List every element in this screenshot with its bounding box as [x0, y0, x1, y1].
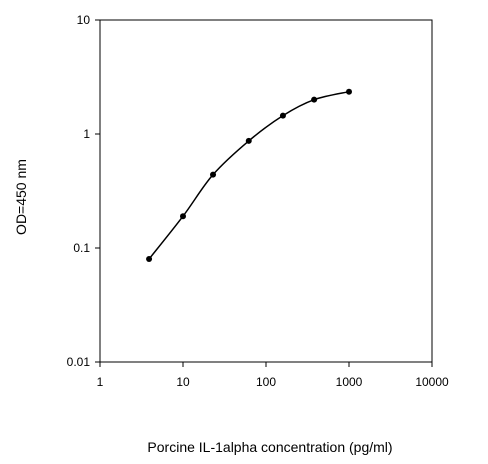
plot-area-border: [99, 19, 433, 363]
x-axis-ticks: 1 10 100 1000 10000: [97, 362, 449, 389]
x-tick-label: 1000: [336, 375, 363, 389]
x-axis-title: Porcine IL-1alpha concentration (pg/ml): [147, 439, 392, 455]
y-tick-label: 1: [83, 127, 90, 141]
x-tick-label: 10000: [415, 375, 449, 389]
y-tick-label: 0.01: [67, 355, 91, 369]
data-point: [146, 256, 153, 263]
y-axis-title: OD=450 nm: [13, 159, 29, 235]
data-point: [210, 171, 217, 178]
y-tick-label: 0.1: [73, 241, 90, 255]
x-tick-label: 100: [256, 375, 276, 389]
data-point: [180, 213, 186, 220]
x-tick-label: 10: [176, 375, 190, 389]
y-axis-ticks: 10 1 0.1 0.01: [67, 13, 100, 369]
data-point: [346, 88, 352, 95]
series-line: [148, 90, 350, 260]
data-point: [245, 137, 252, 144]
plot-frame: [99, 19, 433, 363]
data-point: [279, 112, 286, 119]
x-tick-label: 1: [97, 375, 104, 389]
y-tick-label: 10: [77, 13, 91, 27]
series-layer: [146, 88, 352, 263]
data-point: [311, 96, 318, 103]
